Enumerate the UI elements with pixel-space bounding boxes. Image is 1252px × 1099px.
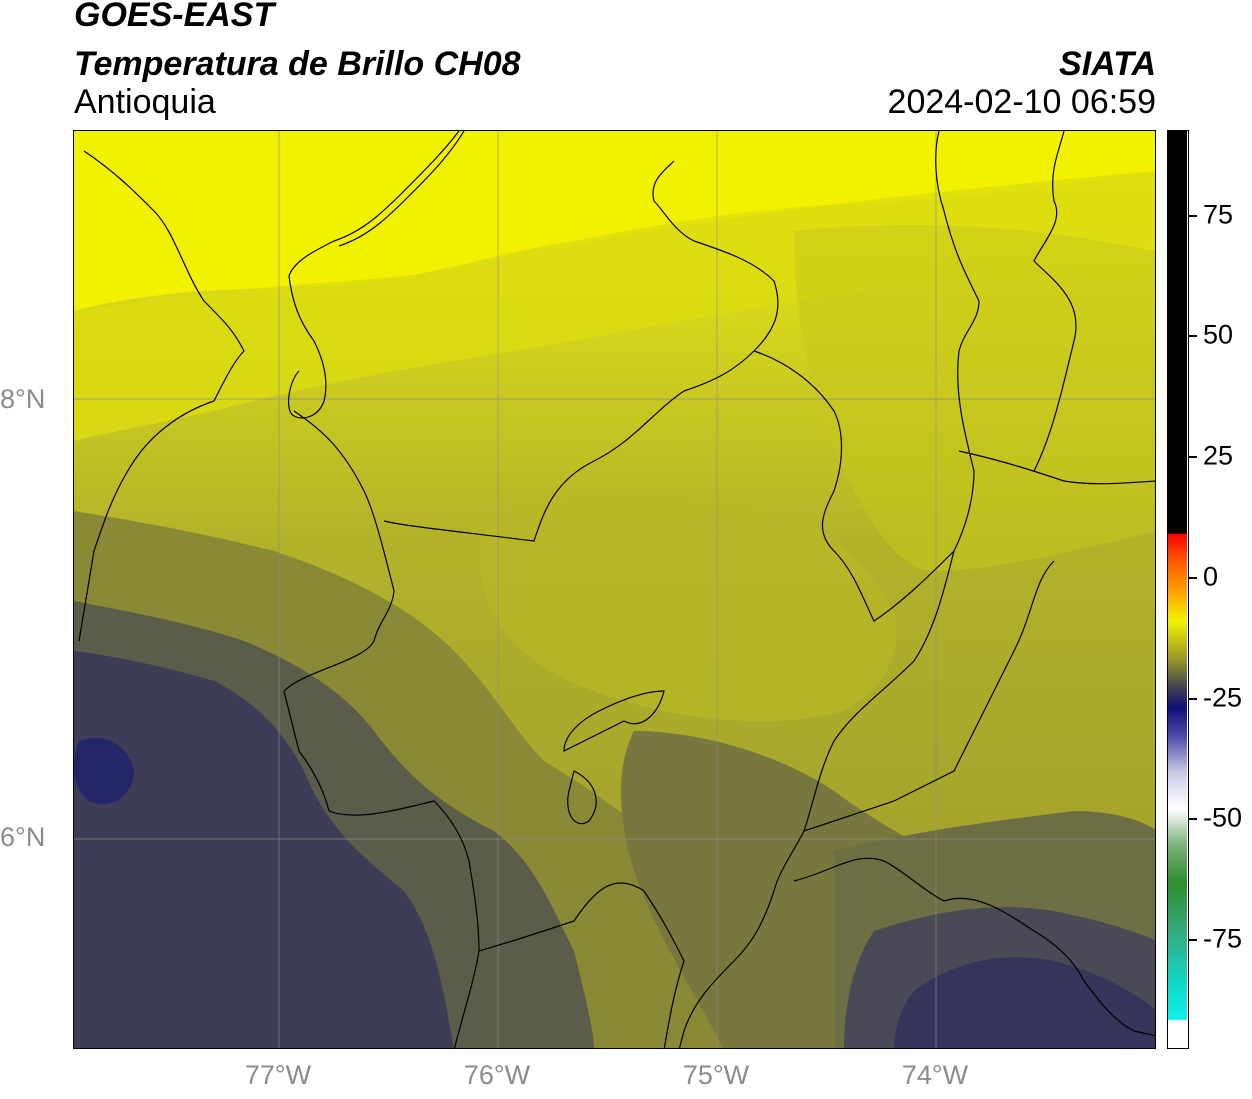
boundary-east-antioquia: [803, 560, 1055, 832]
coastline-uraba: [78, 150, 245, 642]
boundary-santander: [958, 450, 1155, 485]
boundary-medellin-area: [563, 690, 665, 752]
boundary-bolivar: [753, 350, 955, 622]
lon-tick-76w: 76°W: [463, 1060, 531, 1090]
boundary-risaralda: [478, 882, 685, 1048]
temp-band-yellow-top: [74, 131, 1155, 311]
colorbar-label-0: 0: [1203, 561, 1219, 592]
colorbar-tick-75: [1189, 215, 1197, 217]
boundary-cesar: [1033, 131, 1077, 472]
title-organization: SIATA: [1059, 45, 1156, 83]
lon-tick-74w: 74°W: [901, 1060, 969, 1090]
map-panel: [73, 130, 1156, 1049]
colorbar-label-m75: -75: [1203, 923, 1243, 954]
temp-band-center-light: [478, 496, 897, 722]
colorbar-label-50: 50: [1203, 319, 1234, 350]
coastline-inner: [338, 131, 465, 247]
colorbar-label-25: 25: [1203, 440, 1234, 471]
boundary-cordoba-north: [383, 160, 779, 542]
colorbar: [1167, 130, 1189, 1049]
temp-band-southeast-slate: [894, 957, 1155, 1048]
boundary-antioquia-cordoba: [283, 410, 395, 812]
temp-band-east-light: [794, 225, 1155, 571]
colorbar-label-m50: -50: [1203, 802, 1243, 833]
lat-tick-8n: 8°N: [0, 384, 46, 414]
colorbar-tick-m50: [1189, 818, 1197, 820]
temp-band-slate-west: [74, 651, 454, 1048]
title-product: Temperatura de Brillo CH08: [74, 45, 521, 83]
title-region: Antioquia: [74, 83, 216, 121]
map-canvas: [74, 131, 1155, 1048]
colorbar-label-75: 75: [1203, 199, 1234, 230]
colorbar-tick-25: [1189, 456, 1197, 458]
colorbar-tick-0: [1189, 577, 1197, 579]
colorbar-label-m25: -25: [1203, 682, 1243, 713]
boundary-southeast: [793, 857, 1155, 1037]
boundary-medellin-inner: [567, 770, 597, 825]
coastline-north: [287, 131, 460, 419]
colorbar-tick-50: [1189, 335, 1197, 337]
lon-tick-75w: 75°W: [682, 1060, 750, 1090]
lat-tick-6n: 6°N: [0, 822, 46, 852]
colorbar-tick-m25: [1189, 698, 1197, 700]
colorbar-tick-m75: [1189, 939, 1197, 941]
temp-band-navy-core: [74, 737, 134, 805]
boundary-south-caldas: [773, 550, 955, 892]
map-boundaries: [78, 131, 1155, 1048]
title-satellite: GOES-EAST: [74, 0, 275, 34]
boundary-east-magdalena: [935, 131, 980, 552]
lon-tick-77w: 77°W: [244, 1060, 312, 1090]
boundary-choco-south: [328, 800, 480, 1048]
boundary-caldas-risaralda: [678, 890, 775, 1048]
colorbar-gradient: [1168, 131, 1187, 1047]
title-datetime: 2024-02-10 06:59: [887, 83, 1156, 121]
